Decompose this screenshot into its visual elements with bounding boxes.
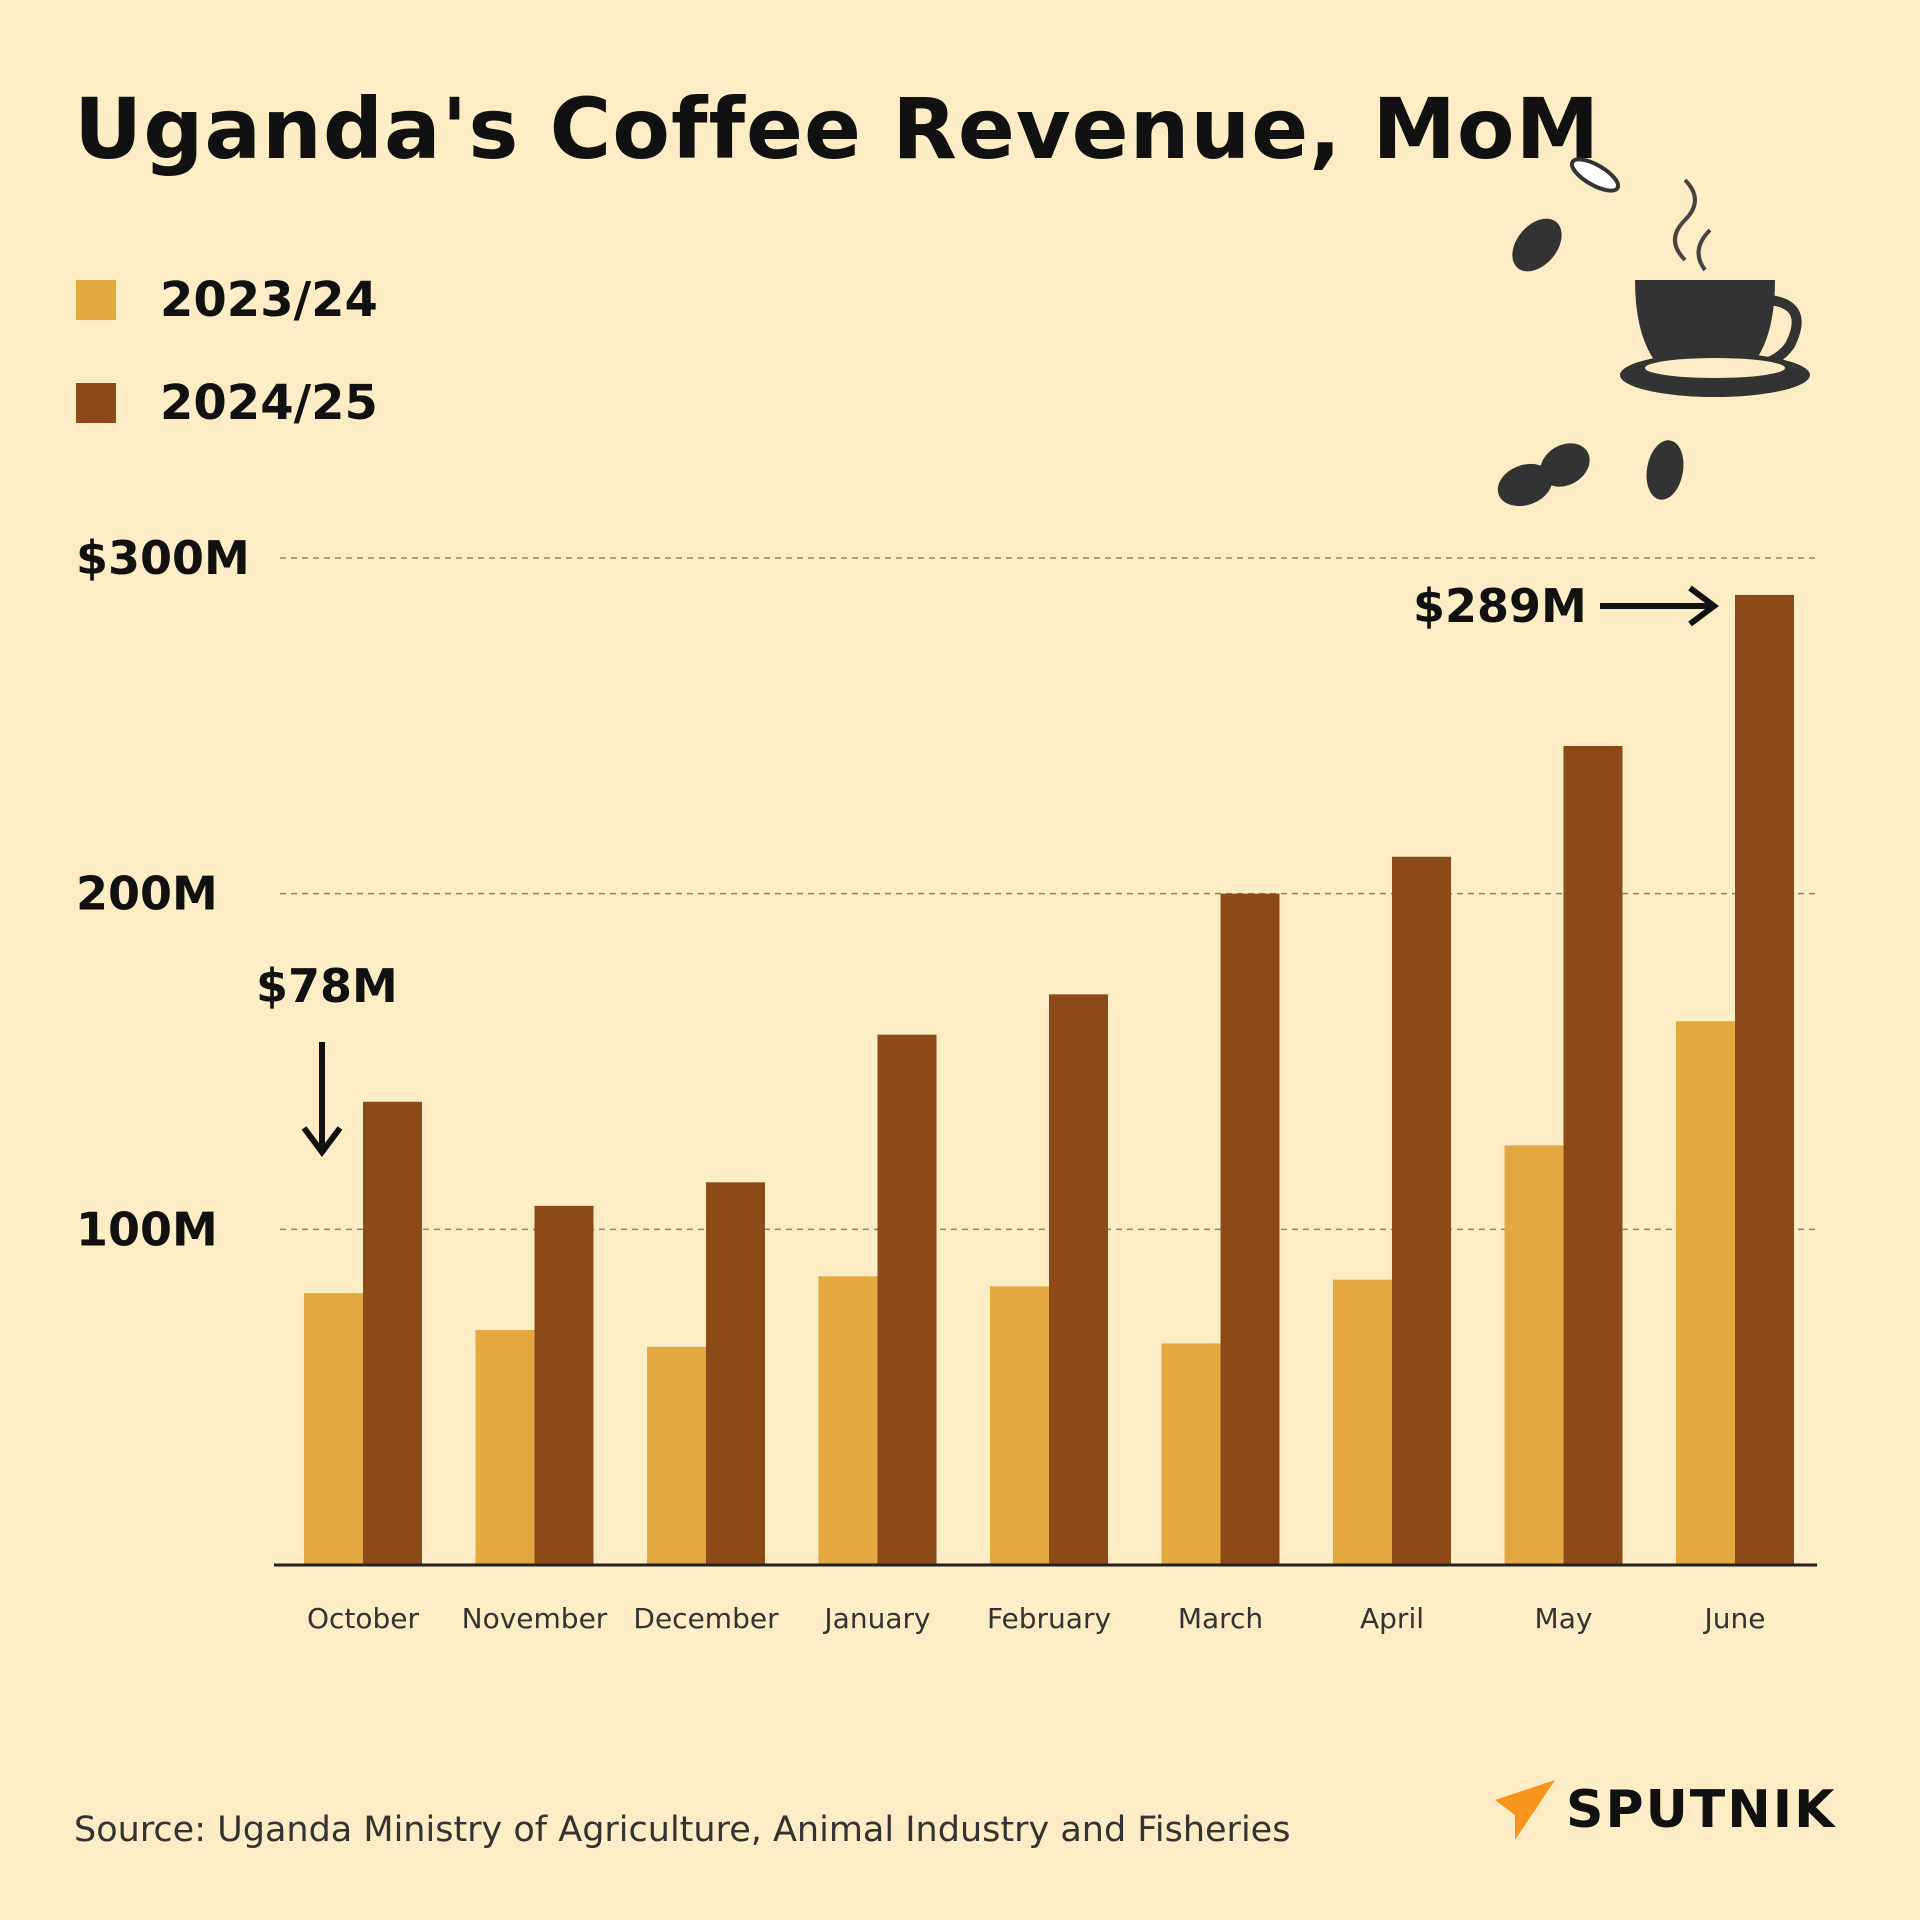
bar-2023-24-november [475, 1330, 535, 1565]
coffee-cup-icon [1497, 157, 1810, 507]
sputnik-logo: SPUTNIK [1490, 1775, 1836, 1845]
x-tick-label: February [987, 1602, 1111, 1635]
bar-2023-24-january [818, 1276, 878, 1565]
bar-2023-24-october [304, 1293, 363, 1565]
bar-2024-25-november [534, 1205, 594, 1565]
annotation-label: $289M [1413, 579, 1587, 633]
x-tick-label: June [1703, 1602, 1766, 1635]
legend-swatch-2023-24 [76, 280, 116, 320]
x-tick-label: November [462, 1602, 608, 1635]
bar-2024-25-may [1563, 745, 1623, 1565]
bar-2023-24-june [1676, 1021, 1735, 1565]
x-tick-label: April [1360, 1602, 1424, 1635]
bar-2023-24-april [1333, 1279, 1392, 1565]
x-tick-label: January [822, 1602, 930, 1635]
arrow-down-icon [301, 1042, 343, 1157]
brand-name: SPUTNIK [1566, 1780, 1837, 1840]
x-tick-label: October [307, 1602, 420, 1635]
bar-2024-25-january [877, 1034, 937, 1565]
bar-2024-25-june [1735, 594, 1794, 1565]
bar-2024-25-april [1392, 856, 1451, 1565]
annotation-label: $78M [256, 959, 398, 1013]
bar-2024-25-february [1049, 994, 1108, 1565]
bar-2023-24-february [990, 1286, 1049, 1565]
legend-swatch-2024-25 [76, 383, 116, 423]
legend-item-2023-24: 2023/24 [76, 272, 378, 328]
sputnik-logo-icon [1495, 1780, 1555, 1840]
y-tick-label: 200M [76, 867, 218, 921]
y-tick-label: 100M [76, 1202, 218, 1256]
bar-2024-25-october [363, 1101, 422, 1565]
legend-label: 2023/24 [160, 272, 378, 328]
x-tick-label: March [1178, 1602, 1263, 1635]
source-note: Source: Uganda Ministry of Agriculture, … [74, 1810, 1291, 1850]
x-tick-label: December [633, 1602, 779, 1635]
legend-label: 2024/25 [160, 375, 378, 431]
bar-2023-24-march [1161, 1343, 1221, 1565]
chart-title: Uganda's Coffee Revenue, MoM [74, 80, 1601, 178]
bar-2024-25-december [706, 1182, 765, 1565]
x-tick-label: May [1535, 1602, 1593, 1635]
bar-2024-25-march [1220, 893, 1280, 1565]
legend-item-2024-25: 2024/25 [76, 375, 378, 431]
bar-2023-24-may [1504, 1145, 1564, 1565]
y-tick-label: $300M [76, 531, 250, 585]
arrow-right-icon [1600, 585, 1719, 627]
bar-2023-24-december [647, 1346, 706, 1565]
